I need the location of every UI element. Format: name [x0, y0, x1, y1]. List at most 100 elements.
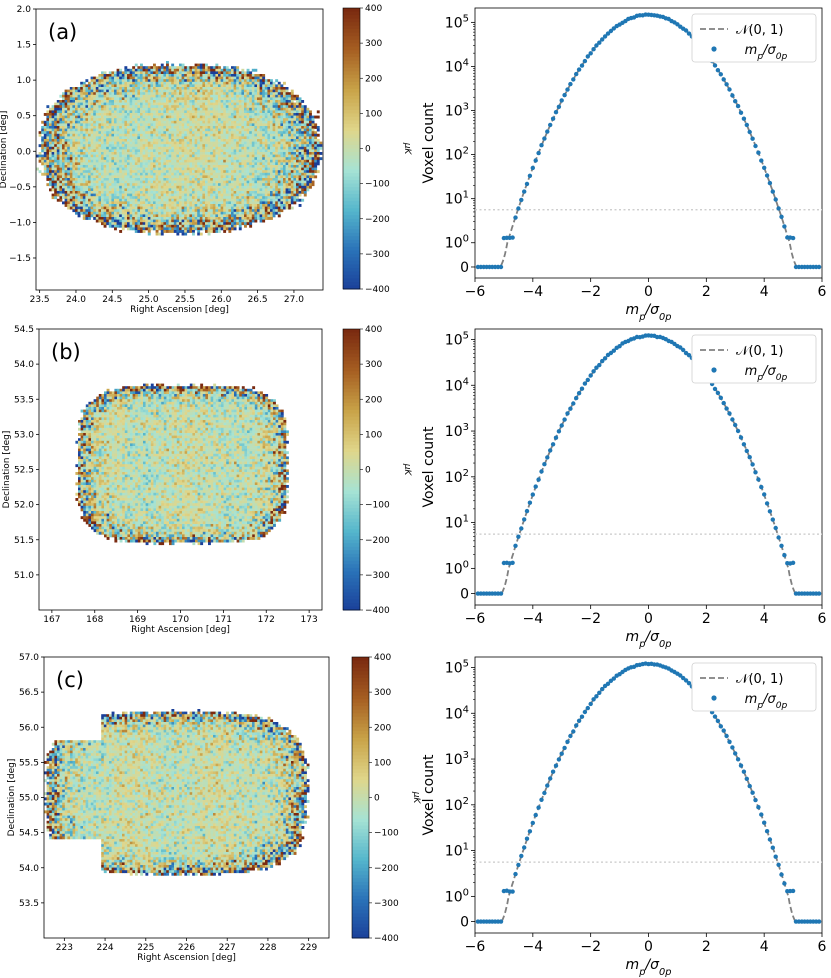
heatmap-cell: [145, 183, 149, 187]
heatmap-cell: [205, 120, 208, 124]
heatmap-cell: [277, 180, 281, 184]
heatmap-cell: [194, 162, 198, 166]
heatmap-cell: [59, 141, 63, 145]
heatmap-cell: [223, 183, 227, 187]
heatmap-cell: [184, 188, 188, 192]
heatmap-cell: [160, 178, 164, 181]
heatmap-cell: [59, 191, 63, 194]
heatmap-cell: [254, 105, 258, 109]
heatmap-cell: [283, 102, 286, 106]
heatmap-cell: [173, 74, 177, 77]
heatmap-cell: [272, 84, 276, 88]
heatmap-cell: [142, 100, 146, 103]
heatmap-cell: [314, 126, 318, 129]
heatmap-cell: [179, 120, 182, 124]
heatmap-cell: [189, 144, 193, 148]
heatmap-cell: [184, 71, 188, 75]
heatmap-cell: [95, 146, 99, 150]
heatmap-cell: [93, 185, 97, 189]
heatmap-cell: [223, 175, 227, 179]
heatmap-cell: [257, 92, 260, 96]
heatmap-cell: [220, 183, 224, 187]
heatmap-cell: [140, 175, 143, 179]
heatmap-cell: [116, 159, 120, 163]
heatmap-cell: [259, 123, 263, 127]
heatmap-cell: [277, 115, 281, 119]
heatmap-cell: [132, 79, 136, 83]
heatmap-cell: [119, 128, 123, 132]
heatmap-cell: [283, 120, 286, 124]
heatmap-cell: [150, 100, 154, 103]
heatmap-cell: [88, 123, 91, 127]
heatmap-cell: [147, 120, 151, 124]
heatmap-cell: [192, 196, 195, 200]
heatmap-cell: [108, 162, 112, 166]
heatmap-cell: [114, 87, 117, 90]
heatmap-cell: [153, 157, 156, 161]
heatmap-cell: [114, 81, 117, 85]
heatmap-cell: [309, 126, 312, 129]
heatmap-cell: [43, 123, 47, 127]
heatmap-cell: [238, 76, 242, 80]
heatmap-cell: [270, 152, 273, 155]
heatmap-cell: [223, 146, 227, 150]
heatmap-cell: [124, 126, 128, 129]
heatmap-cell: [238, 92, 242, 96]
heatmap-cell: [225, 115, 229, 119]
heatmap-cell: [116, 188, 120, 192]
heatmap-cell: [272, 118, 276, 122]
heatmap-cell: [173, 120, 177, 124]
heatmap-cell: [82, 133, 86, 137]
heatmap-cell: [236, 198, 240, 202]
heatmap-cell: [142, 81, 146, 85]
heatmap-cell: [186, 81, 190, 85]
heatmap-cell: [108, 183, 112, 187]
heatmap-cell: [228, 126, 232, 129]
heatmap-cell: [186, 198, 190, 202]
heatmap-cell: [238, 152, 242, 155]
heatmap-cell: [272, 107, 276, 111]
heatmap-cell: [54, 149, 58, 153]
heatmap-cell: [241, 167, 245, 171]
heatmap-cell: [153, 185, 156, 189]
heatmap-cell: [197, 63, 201, 67]
heatmap-cell: [207, 183, 211, 187]
heatmap-cell: [147, 154, 151, 158]
heatmap-cell: [199, 97, 203, 101]
heatmap-cell: [93, 105, 97, 109]
heatmap-cell: [246, 185, 250, 189]
heatmap-cell: [69, 191, 73, 194]
heatmap-cell: [72, 185, 76, 189]
heatmap-cell: [121, 107, 125, 111]
heatmap-cell: [288, 157, 292, 161]
heatmap-cell: [137, 180, 141, 184]
heatmap-cell: [108, 131, 112, 135]
heatmap-cell: [132, 157, 136, 161]
heatmap-cell: [285, 100, 289, 103]
heatmap-cell: [67, 191, 71, 194]
heatmap-cell: [241, 105, 245, 109]
heatmap-cell: [134, 123, 138, 127]
heatmap-cell: [251, 180, 255, 184]
heatmap-cell: [155, 170, 159, 174]
heatmap-cell: [142, 139, 146, 142]
heatmap-cell: [75, 191, 78, 194]
heatmap-cell: [264, 175, 268, 179]
heatmap-cell: [145, 139, 149, 142]
heatmap-cell: [38, 133, 42, 137]
heatmap-cell: [43, 128, 47, 132]
heatmap-cell: [244, 172, 247, 176]
heatmap-cell: [262, 120, 266, 124]
heatmap-cell: [277, 128, 281, 132]
heatmap-cell: [262, 139, 266, 142]
heatmap-cell: [285, 94, 289, 98]
heatmap-cell: [62, 107, 65, 111]
heatmap-cell: [290, 110, 294, 114]
heatmap-cell: [49, 115, 52, 119]
heatmap-cell: [106, 113, 110, 116]
heatmap-cell: [236, 66, 240, 70]
heatmap-cell: [254, 188, 258, 192]
heatmap-cell: [163, 185, 167, 189]
heatmap-cell: [259, 120, 263, 124]
heatmap-cell: [160, 66, 164, 70]
